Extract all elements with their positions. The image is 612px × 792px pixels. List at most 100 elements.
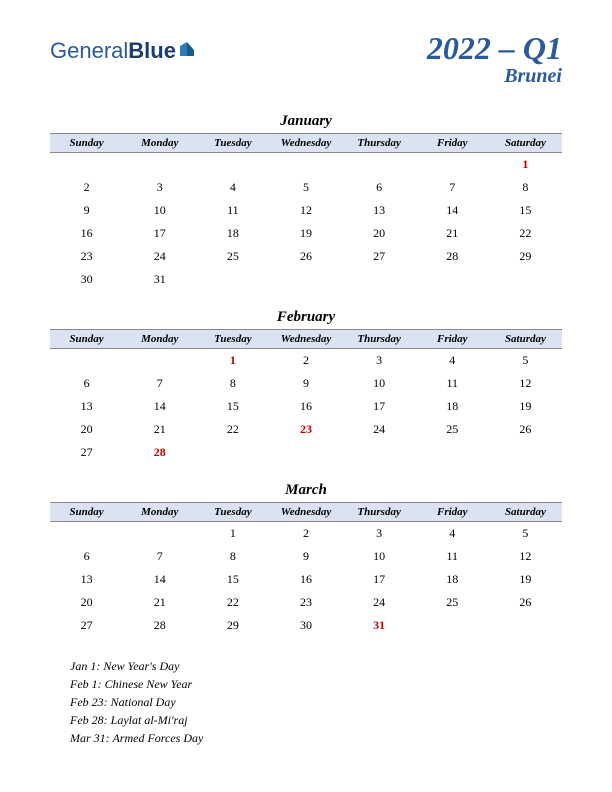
calendar-cell	[269, 153, 342, 177]
calendar-cell: 23	[269, 591, 342, 614]
calendar-cell: 15	[196, 568, 269, 591]
logo-text-general: General	[50, 38, 128, 64]
day-header: Friday	[416, 503, 489, 522]
calendar-cell: 12	[269, 199, 342, 222]
calendar-cell: 11	[416, 372, 489, 395]
day-header: Friday	[416, 134, 489, 153]
calendar-cell: 20	[343, 222, 416, 245]
calendar-cell: 4	[416, 522, 489, 546]
calendar-row: 12345	[50, 349, 562, 373]
calendar-cell	[269, 441, 342, 464]
calendar-cell: 20	[50, 418, 123, 441]
calendar-cell: 12	[489, 545, 562, 568]
calendar-cell: 13	[343, 199, 416, 222]
calendar-cell: 14	[416, 199, 489, 222]
calendar-cell: 12	[489, 372, 562, 395]
calendar-cell: 30	[269, 614, 342, 637]
calendar-cell: 5	[489, 349, 562, 373]
month-name: January	[50, 113, 562, 130]
calendar-cell: 25	[196, 245, 269, 268]
day-header: Sunday	[50, 503, 123, 522]
calendar-cell: 20	[50, 591, 123, 614]
calendar-cell: 26	[269, 245, 342, 268]
calendar-cell: 7	[123, 545, 196, 568]
calendar-cell: 6	[50, 372, 123, 395]
calendar-cell	[123, 522, 196, 546]
calendar-cell: 6	[50, 545, 123, 568]
calendar-row: 23242526272829	[50, 245, 562, 268]
holiday-item: Feb 23: National Day	[70, 693, 562, 711]
month-name: March	[50, 482, 562, 499]
calendar-cell: 3	[343, 522, 416, 546]
calendar-row: 1	[50, 153, 562, 177]
calendar-cell: 11	[416, 545, 489, 568]
calendar-cell	[123, 349, 196, 373]
calendar-cell	[50, 349, 123, 373]
calendar-row: 20212223242526	[50, 418, 562, 441]
calendar-cell	[343, 268, 416, 291]
calendar-cell: 27	[50, 441, 123, 464]
calendar-cell	[416, 153, 489, 177]
calendar-cell: 9	[50, 199, 123, 222]
calendar-cell	[50, 522, 123, 546]
calendar-cell: 8	[196, 372, 269, 395]
calendar-cell	[416, 614, 489, 637]
day-header: Monday	[123, 503, 196, 522]
calendar-cell: 27	[343, 245, 416, 268]
calendar-cell	[489, 614, 562, 637]
calendar-cell: 4	[196, 176, 269, 199]
calendar-cell	[50, 153, 123, 177]
title-main: 2022 – Q1	[427, 30, 562, 67]
calendar-cell	[416, 441, 489, 464]
calendar-row: 13141516171819	[50, 568, 562, 591]
day-header: Sunday	[50, 330, 123, 349]
calendar-row: 2345678	[50, 176, 562, 199]
day-header: Sunday	[50, 134, 123, 153]
calendar-cell: 18	[196, 222, 269, 245]
calendar-table: SundayMondayTuesdayWednesdayThursdayFrid…	[50, 133, 562, 291]
calendar-cell: 15	[196, 395, 269, 418]
month-name: February	[50, 309, 562, 326]
day-header: Thursday	[343, 134, 416, 153]
day-header: Tuesday	[196, 134, 269, 153]
day-header: Saturday	[489, 330, 562, 349]
calendar-cell	[343, 153, 416, 177]
calendar-cell: 18	[416, 395, 489, 418]
calendar-row: 6789101112	[50, 372, 562, 395]
calendar-cell	[196, 153, 269, 177]
title-sub: Brunei	[427, 65, 562, 88]
calendar-cell: 21	[416, 222, 489, 245]
calendar-cell: 13	[50, 568, 123, 591]
holiday-item: Jan 1: New Year's Day	[70, 657, 562, 675]
day-header: Saturday	[489, 134, 562, 153]
calendar-cell: 16	[50, 222, 123, 245]
day-header: Saturday	[489, 503, 562, 522]
calendar-cell: 16	[269, 568, 342, 591]
calendar-row: 13141516171819	[50, 395, 562, 418]
day-header: Thursday	[343, 330, 416, 349]
calendar-cell: 14	[123, 568, 196, 591]
calendar-cell: 9	[269, 545, 342, 568]
calendar-cell	[196, 268, 269, 291]
calendar-cell: 24	[123, 245, 196, 268]
calendar-cell: 10	[343, 372, 416, 395]
calendar-cell: 1	[489, 153, 562, 177]
calendar-cell: 14	[123, 395, 196, 418]
calendar-cell: 3	[343, 349, 416, 373]
calendar-table: SundayMondayTuesdayWednesdayThursdayFrid…	[50, 329, 562, 464]
calendar-cell: 7	[123, 372, 196, 395]
calendar-cell: 10	[123, 199, 196, 222]
calendar-table: SundayMondayTuesdayWednesdayThursdayFrid…	[50, 502, 562, 637]
calendar-cell: 15	[489, 199, 562, 222]
header: GeneralBlue 2022 – Q1 Brunei	[50, 30, 562, 88]
month-block: January SundayMondayTuesdayWednesdayThurs…	[50, 113, 562, 291]
day-header: Wednesday	[269, 134, 342, 153]
calendar-row: 16171819202122	[50, 222, 562, 245]
calendar-cell	[343, 441, 416, 464]
calendar-cell: 17	[343, 568, 416, 591]
calendar-row: 6789101112	[50, 545, 562, 568]
calendar-row: 9101112131415	[50, 199, 562, 222]
calendar-cell: 1	[196, 522, 269, 546]
calendar-cell: 28	[123, 614, 196, 637]
day-header: Tuesday	[196, 330, 269, 349]
